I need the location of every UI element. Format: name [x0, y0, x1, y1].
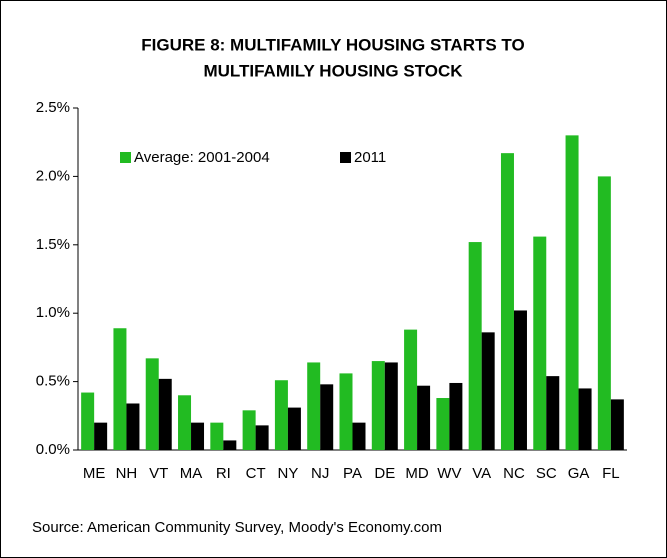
bar [145, 358, 159, 450]
x-tick-label: MD [405, 465, 428, 482]
bar [610, 399, 624, 450]
bar [223, 440, 237, 450]
bar [352, 422, 366, 450]
bar [242, 410, 256, 450]
bar [449, 382, 463, 450]
bar [287, 407, 301, 450]
source: Source: American Community Survey, Moody… [32, 519, 442, 536]
x-tick-label: NC [503, 465, 525, 482]
bar [546, 376, 560, 450]
x-tick-label: VT [149, 465, 168, 482]
x-tick-label: GA [568, 465, 590, 482]
y-tick-label: 2.0% [36, 167, 70, 184]
x-tick-label: NH [116, 465, 138, 482]
bar [113, 328, 127, 450]
bar [178, 395, 192, 450]
bar [191, 422, 205, 450]
x-tick-label: NY [277, 465, 298, 482]
legend-label: Average: 2001-2004 [134, 149, 270, 166]
bar [468, 242, 482, 450]
x-tick-label: NJ [311, 465, 329, 482]
bar [274, 380, 288, 450]
bar [436, 398, 450, 450]
x-tick-label: RI [216, 465, 231, 482]
x-tick-label: DE [374, 465, 395, 482]
bar [500, 153, 514, 451]
bar [81, 392, 95, 450]
bar [533, 236, 547, 450]
x-tick-label: ME [83, 465, 106, 482]
bar [384, 362, 398, 450]
bar [158, 378, 172, 450]
y-tick-label: 0.5% [36, 373, 70, 390]
legend-swatch [120, 152, 131, 163]
bar [255, 425, 269, 450]
bar [578, 388, 592, 450]
bar [126, 403, 140, 450]
bar [320, 384, 334, 450]
bar [597, 176, 611, 450]
legend-swatch [340, 152, 351, 163]
bar [307, 362, 321, 450]
y-tick-label: 1.5% [36, 236, 70, 253]
bar [371, 361, 385, 450]
y-tick-label: 1.0% [36, 304, 70, 321]
x-tick-label: VA [472, 465, 491, 482]
x-tick-label: FL [602, 465, 620, 482]
x-tick-label: MA [180, 465, 203, 482]
legend-label: 2011 [354, 149, 386, 166]
bar [404, 329, 418, 450]
bar [417, 385, 431, 450]
bar [513, 310, 527, 450]
y-tick-label: 0.0% [36, 441, 70, 458]
bar [94, 422, 108, 450]
x-tick-label: SC [536, 465, 557, 482]
chart-title: FIGURE 8: MULTIFAMILY HOUSING STARTS TO [141, 35, 524, 54]
bar [565, 135, 579, 451]
chart-title: MULTIFAMILY HOUSING STOCK [203, 61, 463, 80]
bar [210, 422, 224, 450]
x-tick-label: PA [343, 465, 362, 482]
bar [481, 332, 495, 450]
y-tick-label: 2.5% [36, 99, 70, 116]
x-tick-label: CT [246, 465, 266, 482]
bar [339, 373, 353, 450]
x-tick-label: WV [437, 465, 461, 482]
